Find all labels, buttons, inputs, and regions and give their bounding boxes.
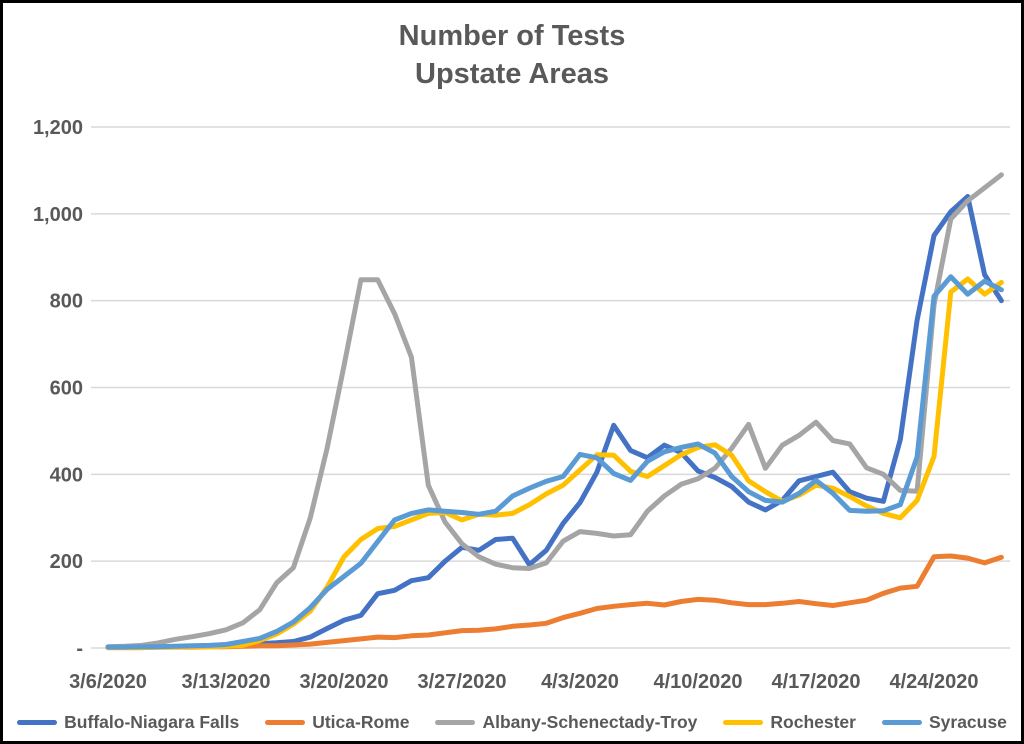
x-tick-label: 4/10/2020 [654,671,743,693]
chart-title-line2: Upstate Areas [415,58,609,90]
legend-label: Albany-Schenectady-Troy [482,712,698,732]
x-tick-label: 3/20/2020 [300,671,389,693]
x-tick-label: 3/6/2020 [69,671,147,693]
legend-item-albany-schenectady-troy: Albany-Schenectady-Troy [435,712,697,733]
legend-label: Syracuse [928,712,1007,732]
x-tick-label: 4/24/2020 [890,671,979,693]
x-tick-label: 3/13/2020 [182,671,271,693]
y-tick-label: - [76,638,83,660]
series-line-rochester [105,276,1004,651]
legend-item-rochester: Rochester [723,712,856,733]
chart-title: Number of Tests Upstate Areas [3,17,1021,93]
y-tick-label: 1,200 [33,117,83,139]
chart-legend: Buffalo-Niagara Falls Utica-Rome Albany-Sc… [3,712,1021,733]
legend-item-utica-rome: Utica-Rome [265,712,409,733]
x-tick-label: 4/3/2020 [541,671,619,693]
legend-label: Rochester [770,712,856,732]
y-tick-label: 400 [50,464,83,486]
legend-swatch-utica-rome [265,720,306,725]
series-line-utica-rome [105,553,1004,651]
legend-label: Utica-Rome [312,712,410,732]
legend-label: Buffalo-Niagara Falls [64,712,240,732]
y-tick-label: 600 [50,378,83,400]
x-tick-label: 4/17/2020 [772,671,861,693]
legend-swatch-albany-schenectady-troy [435,720,476,725]
series-line-albany-schenectady-troy [105,172,1004,650]
legend-item-syracuse: Syracuse [881,712,1007,733]
legend-swatch-buffalo-niagara-falls [17,720,58,725]
legend-swatch-syracuse [881,720,922,725]
x-tick-label: 3/27/2020 [418,671,507,693]
chart-title-line1: Number of Tests [398,20,626,52]
y-tick-label: 800 [50,291,83,313]
legend-item-buffalo-niagara-falls: Buffalo-Niagara Falls [17,712,239,733]
series-line-syracuse [105,274,1004,650]
y-tick-label: 1,000 [33,204,83,226]
legend-swatch-rochester [723,720,764,725]
series-line-buffalo-niagara-falls [105,194,1004,650]
line-chart: - 200 400 600 800 1,000 1,200 3/6/2020 3/13/2020… [33,117,1010,693]
y-tick-label: 200 [50,551,83,573]
